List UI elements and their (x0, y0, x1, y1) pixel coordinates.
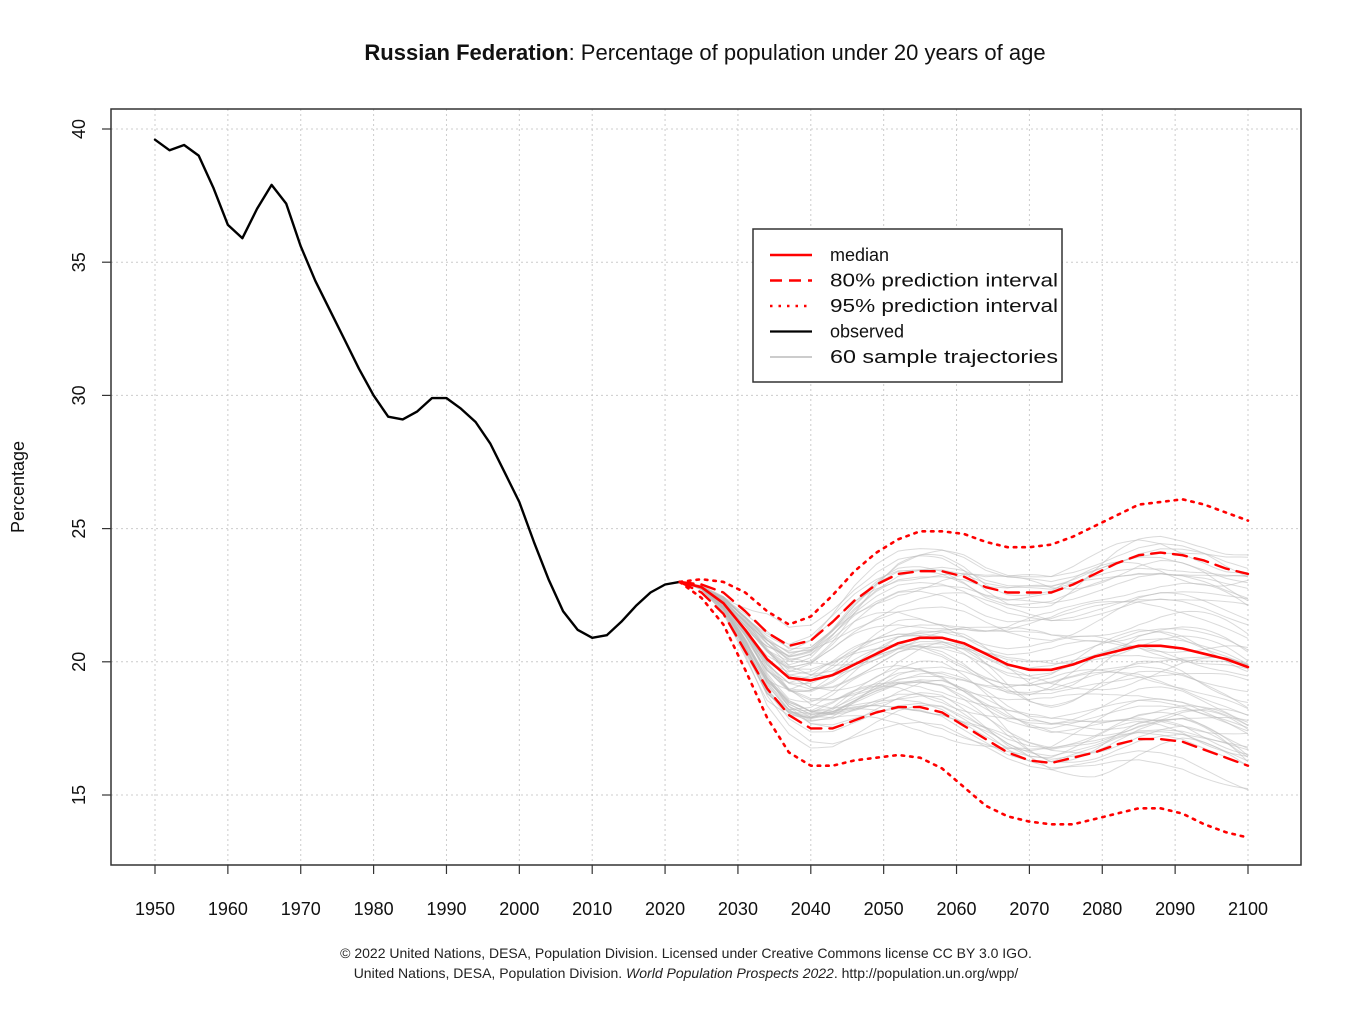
y-tick-label: 40 (69, 119, 89, 139)
sample-trajectory (679, 567, 1249, 658)
legend-label: 95% prediction interval (830, 296, 1058, 316)
sample-trajectory (679, 581, 1249, 653)
x-tick-label: 2090 (1155, 899, 1195, 919)
sample-trajectory (679, 581, 1249, 766)
sample-trajectory (679, 581, 1249, 693)
y-tick-label: 25 (69, 519, 89, 539)
grid-lines (111, 109, 1301, 865)
sample-trajectory (679, 581, 1249, 749)
sample-trajectory (679, 581, 1249, 696)
footer-line-2-prefix: United Nations, DESA, Population Divisio… (354, 965, 626, 981)
chart-title-country: Russian Federation (364, 40, 568, 65)
sample-trajectory (679, 581, 1249, 763)
sample-trajectory (679, 581, 1249, 707)
series-lines (153, 138, 1250, 839)
sample-trajectory (679, 535, 1248, 628)
x-tick-label: 2040 (791, 899, 831, 919)
pi95-lower-line (678, 580, 1250, 839)
y-axis-label: Percentage (8, 441, 28, 533)
sample-trajectory (679, 581, 1249, 778)
footer-line-2: United Nations, DESA, Population Divisio… (354, 965, 1019, 981)
observed-line (153, 138, 681, 639)
x-axis: 1950 1960 1970 1980 1990 2000 2010 2020 2030 2040… (135, 865, 1268, 919)
y-tick-label: 30 (69, 385, 89, 405)
y-tick-label: 15 (69, 785, 89, 805)
x-tick-label: 2070 (1009, 899, 1049, 919)
sample-trajectory (679, 581, 1249, 709)
footer-line-2-suffix: . http://population.un.org/wpp/ (834, 965, 1019, 981)
median-line (678, 580, 1250, 682)
sample-trajectory (679, 573, 1249, 666)
chart-title-rest: : Percentage of population under 20 year… (569, 40, 1046, 65)
sample-trajectory (679, 543, 1249, 648)
footer-line-1: © 2022 United Nations, DESA, Population … (340, 945, 1032, 961)
sample-trajectory (679, 573, 1249, 658)
chart-title: Russian Federation: Percentage of popula… (364, 40, 1045, 65)
x-tick-label: 2020 (645, 899, 685, 919)
x-tick-label: 2080 (1082, 899, 1122, 919)
sample-trajectory (679, 581, 1249, 669)
x-tick-label: 1970 (281, 899, 321, 919)
legend-label: median (830, 245, 889, 265)
sample-trajectory (679, 581, 1249, 735)
sample-trajectory (679, 581, 1249, 716)
legend-label: observed (830, 322, 904, 342)
x-tick-label: 2030 (718, 899, 758, 919)
y-tick-label: 35 (69, 252, 89, 272)
x-tick-label: 2060 (937, 899, 977, 919)
pi95-upper-line (678, 498, 1250, 626)
legend-label: 60 sample trajectories (830, 347, 1058, 367)
y-tick-label: 20 (69, 652, 89, 672)
y-axis: 15 20 25 30 35 40 (69, 119, 111, 805)
sample-trajectory (679, 581, 1249, 726)
sample-trajectory (679, 581, 1249, 763)
sample-trajectory (679, 556, 1249, 654)
sample-trajectory (679, 581, 1249, 680)
footer-line-2-italic: World Population Prospects 2022 (626, 965, 834, 981)
sample-trajectories (679, 535, 1249, 791)
x-tick-label: 2050 (864, 899, 904, 919)
pi80-lower-line (678, 580, 1250, 767)
sample-trajectory (679, 581, 1249, 763)
sample-trajectory (679, 581, 1249, 790)
plot-frame (110, 108, 1302, 866)
x-tick-label: 2100 (1228, 899, 1268, 919)
sample-trajectory (679, 581, 1249, 729)
legend-label: 80% prediction interval (830, 271, 1058, 291)
x-tick-label: 1950 (135, 899, 175, 919)
pi80-upper-line (678, 551, 1250, 647)
x-tick-label: 1990 (426, 899, 466, 919)
x-tick-label: 1980 (354, 899, 394, 919)
x-tick-label: 1960 (208, 899, 248, 919)
legend: median 80% prediction interval 95% predict… (752, 228, 1063, 383)
x-tick-label: 2000 (499, 899, 539, 919)
x-tick-label: 2010 (572, 899, 612, 919)
